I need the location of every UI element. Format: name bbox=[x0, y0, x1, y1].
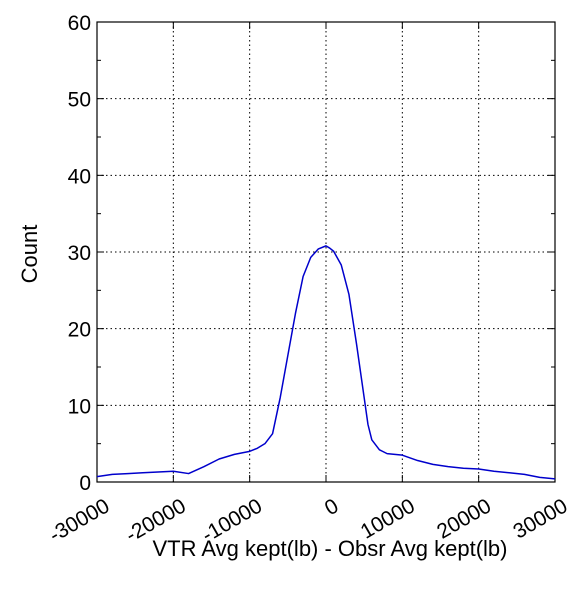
y-tick-label: 60 bbox=[68, 12, 91, 35]
y-tick-label: 40 bbox=[68, 165, 91, 188]
y-tick-label: 50 bbox=[68, 89, 91, 112]
grid-lines bbox=[97, 22, 555, 482]
y-tick-label: 0 bbox=[79, 472, 91, 495]
series-layer bbox=[96, 245, 556, 480]
axis-ticks bbox=[96, 21, 556, 483]
y-tick-label: 10 bbox=[68, 395, 91, 418]
y-axis-label: Count bbox=[17, 225, 42, 284]
y-tick-label: 20 bbox=[68, 319, 91, 342]
x-axis-label: VTR Avg kept(lb) - Obsr Avg kept(lb) bbox=[153, 536, 508, 561]
x-tick-label: -30000 bbox=[45, 494, 113, 547]
y-tick-label: 30 bbox=[68, 242, 91, 265]
x-tick-label: 30000 bbox=[509, 494, 571, 543]
y-tick-labels: 0 10 20 30 40 50 60 bbox=[68, 12, 91, 495]
x-tick-label: 0 bbox=[321, 494, 343, 520]
series-line bbox=[96, 245, 556, 480]
